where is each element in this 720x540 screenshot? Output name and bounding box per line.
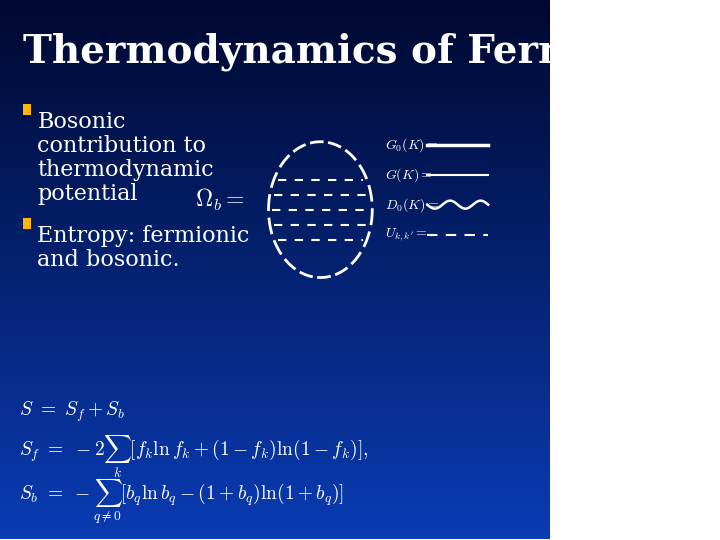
Text: $G_0(K) =$: $G_0(K) =$ (385, 136, 439, 154)
Text: $G(K) =$: $G(K) =$ (385, 166, 433, 184)
Text: $\Omega_b =$: $\Omega_b =$ (194, 187, 244, 213)
Text: thermodynamic: thermodynamic (37, 159, 214, 181)
FancyBboxPatch shape (23, 218, 31, 229)
FancyBboxPatch shape (23, 104, 31, 116)
Text: contribution to: contribution to (37, 135, 207, 157)
Text: potential: potential (37, 183, 138, 205)
Text: Bosonic: Bosonic (37, 111, 126, 133)
Text: Thermodynamics of Fermi gases: Thermodynamics of Fermi gases (23, 32, 720, 71)
Text: Entropy: fermionic: Entropy: fermionic (37, 225, 250, 247)
Text: and bosonic.: and bosonic. (37, 248, 180, 271)
Text: $S \ = \ S_f + S_b$: $S \ = \ S_f + S_b$ (19, 399, 125, 424)
Text: $S_b \ = \ - \sum_{q\neq 0} [b_q \ln b_q - (1 + b_q)\ln(1 + b_q)]$: $S_b \ = \ - \sum_{q\neq 0} [b_q \ln b_q… (19, 477, 344, 526)
Text: $S_f \ = \ -2\sum_k [f_k \ln f_k + (1 - f_k)\ln(1 - f_k)],$: $S_f \ = \ -2\sum_k [f_k \ln f_k + (1 - … (19, 434, 369, 481)
Text: $U_{k,k'} =$: $U_{k,k'} =$ (385, 226, 428, 243)
Text: $D_0(K) =$: $D_0(K) =$ (385, 196, 439, 213)
